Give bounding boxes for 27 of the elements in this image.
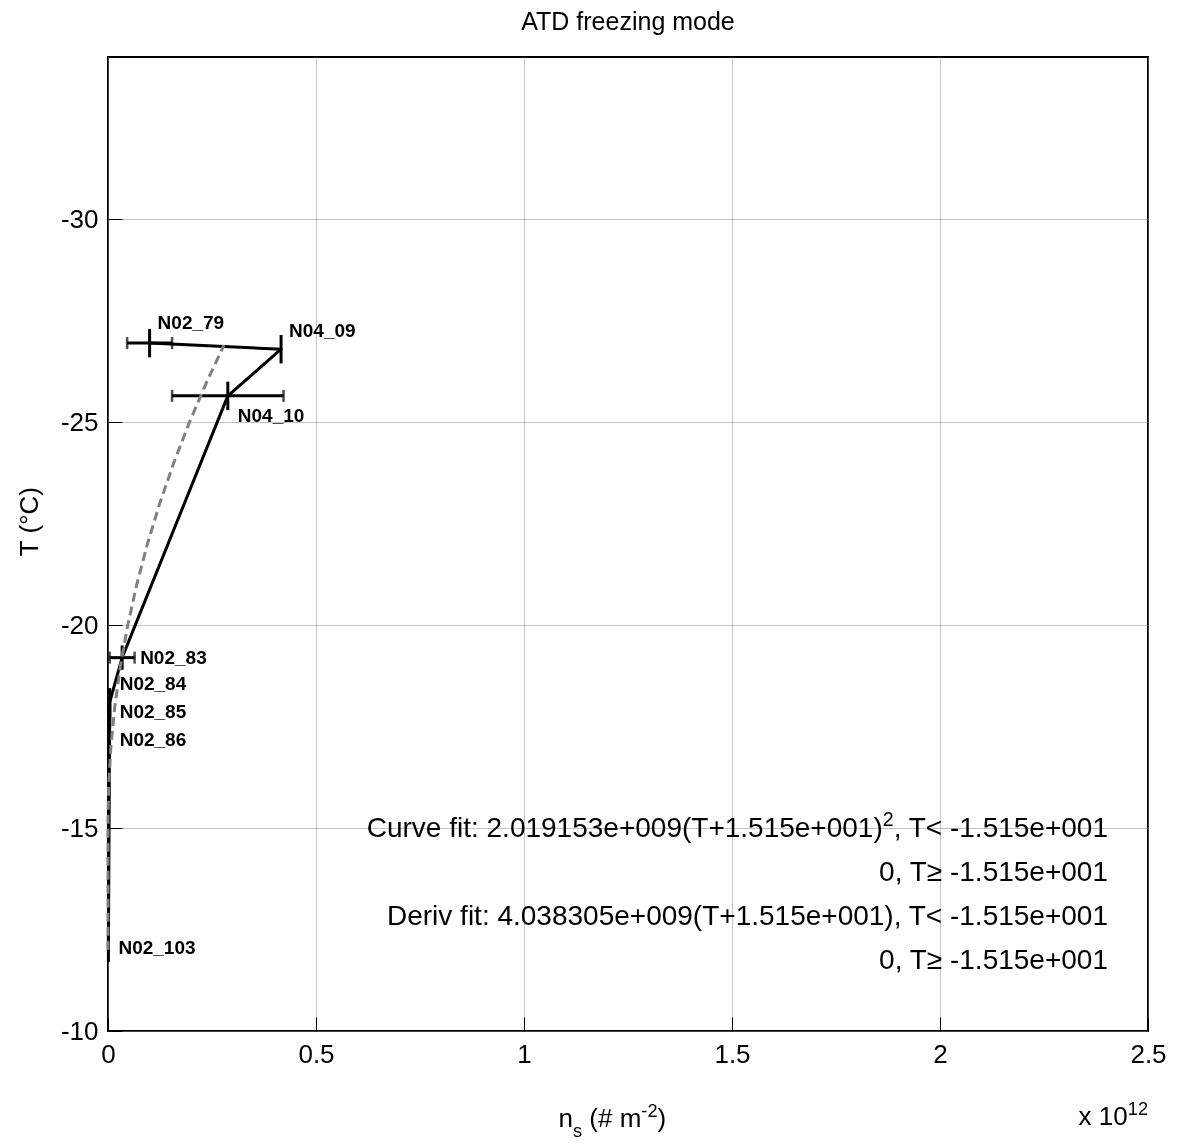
annotation: N04_09 (289, 320, 356, 342)
x-tick-label: 0 (101, 1038, 116, 1069)
annotation: 0, T≥ -1.515e+001 (879, 856, 1108, 887)
x-tick-label: 2 (933, 1038, 948, 1069)
annotation: N02_103 (118, 936, 196, 958)
y-tick-label: -15 (60, 812, 99, 843)
annotation: N04_10 (237, 404, 305, 426)
x-tick-label: 2.5 (1130, 1038, 1167, 1069)
annotation: N02_84 (119, 673, 187, 695)
annotation: N02_79 (157, 312, 225, 334)
y-axis-title: T (°C) (14, 487, 44, 557)
annotation: Deriv fit: 4.038305e+009(T+1.515e+001), T< -1.515e+001 (386, 900, 1108, 931)
text: x 10$^{12}$ (1078, 1099, 1148, 1131)
annotation: N02_86 (119, 729, 187, 751)
annotation: N02_85 (119, 701, 187, 723)
y-tick-label: -20 (60, 609, 99, 640)
x-tick-label: 0.5 (298, 1038, 335, 1069)
y-tick-label: -10 (60, 1015, 99, 1046)
x-tick-label: 1 (517, 1038, 532, 1069)
annotation: Curve fit: 2.019153e+009(T+1.515e+001)$^{2}$, T< -1.515e+001 (366, 808, 1108, 843)
chart-title: ATD freezing mode (521, 7, 735, 35)
annotation: 0, T≥ -1.515e+001 (879, 944, 1108, 975)
y-tick-label: -25 (60, 406, 99, 437)
y-tick-label: -30 (60, 203, 99, 234)
annotation: N02_83 (140, 646, 207, 668)
x-tick-label: 1.5 (714, 1038, 751, 1069)
x-axis-title: n$_{s}$ (# m$^{-2}$) (558, 1101, 667, 1141)
